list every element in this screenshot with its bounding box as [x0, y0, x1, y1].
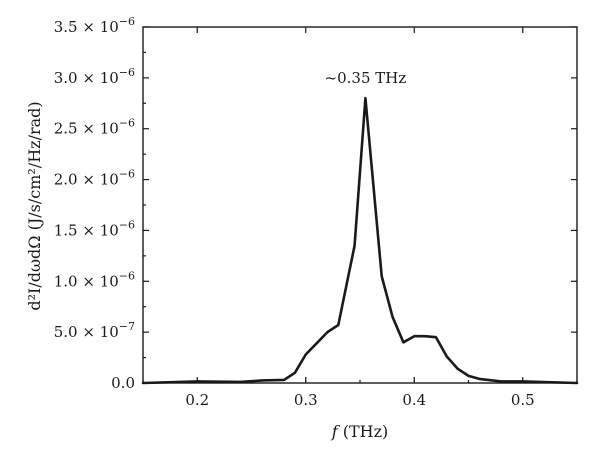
y-tick-label: 1.0 × 10−6 — [54, 269, 135, 290]
y-tick-label: 0.0 — [111, 374, 135, 392]
y-tick-label: 1.5 × 10−6 — [54, 218, 135, 239]
x-axis-label-symbol: f — [331, 422, 341, 441]
x-axis-label: f (THz) — [331, 422, 389, 441]
y-tick-label: 2.0 × 10−6 — [54, 168, 135, 189]
x-axis-label-unit: (THz) — [338, 422, 389, 441]
x-tick-label: 0.4 — [402, 391, 426, 409]
x-tick-label: 0.5 — [511, 391, 535, 409]
series-line — [141, 96, 579, 385]
x-tick-label: 0.3 — [294, 391, 318, 409]
x-tick-label: 0.2 — [185, 391, 209, 409]
y-tick-label: 5.0 × 10−7 — [54, 320, 135, 341]
y-tick-label: 2.5 × 10−6 — [54, 117, 135, 138]
y-axis: 0.0 5.0 × 10−7 1.0 × 10−6 1.5 × 10−6 2.0 × 1… — [54, 15, 577, 392]
y-axis-label: d²I/dωdΩ (J/s/cm²/Hz/rad) — [25, 101, 44, 310]
y-tick-label: 3.0 × 10−6 — [54, 66, 135, 87]
peak-annotation: ~0.35 THz — [325, 69, 407, 87]
y-tick-label: 3.5 × 10−6 — [54, 15, 135, 36]
